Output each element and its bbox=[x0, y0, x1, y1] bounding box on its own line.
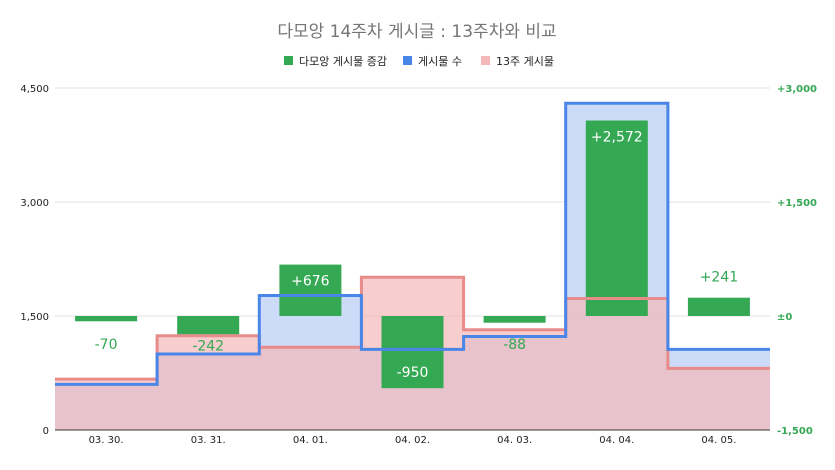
x-tick-label: 04. 04. bbox=[599, 435, 634, 446]
bar bbox=[585, 120, 648, 316]
step-lines bbox=[55, 101, 770, 386]
bars bbox=[75, 120, 750, 389]
bar-data-label: +676 bbox=[291, 274, 330, 290]
bar bbox=[75, 316, 138, 322]
x-tick-label: 04. 01. bbox=[293, 435, 328, 446]
legend-label-change: 다모앙 게시물 증감 bbox=[299, 55, 387, 68]
bar bbox=[279, 264, 342, 316]
legend-swatch-week13 bbox=[481, 56, 490, 65]
bar-data-label: -242 bbox=[192, 338, 224, 354]
x-tick-label: 03. 30. bbox=[89, 435, 124, 446]
bar bbox=[381, 316, 444, 389]
left-tick-label: 1,500 bbox=[20, 312, 49, 323]
data-labels: -70 -242 +676 -950 -88 +2,572 +241 bbox=[95, 130, 739, 382]
left-tick-label: 3,000 bbox=[20, 198, 49, 209]
legend-label-count: 게시물 수 bbox=[418, 55, 462, 68]
left-tick-label: 0 bbox=[43, 426, 49, 437]
bar-data-label: +241 bbox=[700, 270, 738, 286]
bar-data-label: -70 bbox=[95, 337, 118, 353]
x-tick-label: 04. 02. bbox=[395, 435, 430, 446]
axes: 0 1,500 3,000 4,500 -1,500 ±0 +1,500 +3,000 03. … bbox=[20, 84, 817, 446]
left-tick-label: 4,500 bbox=[20, 84, 49, 95]
right-tick-label: +3,000 bbox=[777, 84, 817, 95]
x-tick-label: 03. 31. bbox=[191, 435, 226, 446]
right-tick-label: ±0 bbox=[777, 312, 792, 323]
line-week13 bbox=[55, 275, 770, 381]
bar-data-label: +2,572 bbox=[591, 130, 643, 146]
legend: 다모앙 게시물 증감 게시물 수 13주 게시물 bbox=[284, 55, 554, 68]
x-tick-label: 04. 05. bbox=[701, 435, 736, 446]
legend-swatch-count bbox=[403, 56, 412, 65]
bar bbox=[177, 316, 240, 335]
bar-data-label: -88 bbox=[503, 337, 526, 353]
bar-data-label: -950 bbox=[397, 365, 429, 381]
legend-label-week13: 13주 게시물 bbox=[496, 55, 554, 68]
legend-swatch-change bbox=[284, 56, 293, 65]
line-count bbox=[55, 101, 770, 386]
right-tick-label: +1,500 bbox=[777, 198, 817, 209]
bar bbox=[483, 316, 546, 323]
bar bbox=[687, 297, 750, 316]
right-tick-label: -1,500 bbox=[777, 426, 813, 437]
chart-title: 다모앙 14주차 게시글 : 13주차와 비교 bbox=[277, 22, 556, 42]
x-tick-label: 04. 03. bbox=[497, 435, 532, 446]
